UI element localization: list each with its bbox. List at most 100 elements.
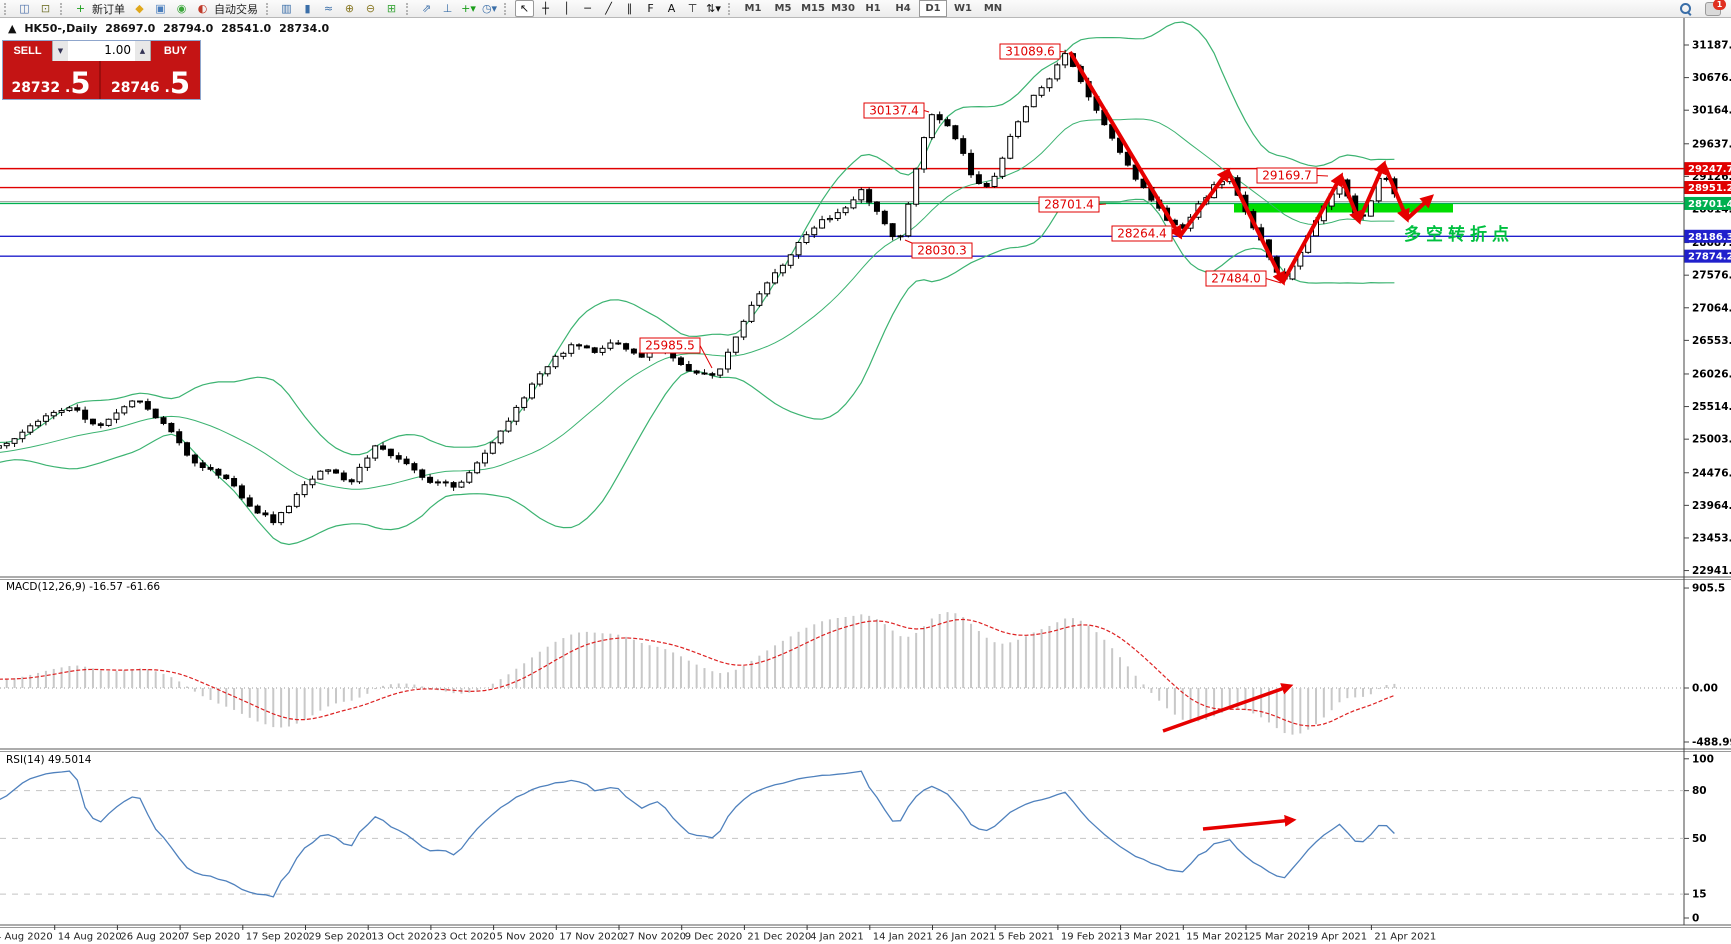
zoom-in-icon[interactable]: ⊕ [344, 2, 355, 15]
svg-text:23453.0: 23453.0 [1692, 532, 1731, 544]
vertical-line-icon[interactable]: │ [563, 2, 570, 15]
expert-advisor-icon[interactable]: ▣ [155, 2, 166, 15]
svg-text:27 Nov 2020: 27 Nov 2020 [622, 932, 686, 943]
svg-text:22941.5: 22941.5 [1692, 565, 1731, 577]
timeframe-d1[interactable]: D1 [919, 0, 947, 17]
macd-trend-arrow[interactable] [1162, 683, 1294, 733]
text-label-icon[interactable]: ⊤ [687, 2, 698, 15]
cursor-icon[interactable]: ↖ [515, 0, 534, 17]
new-chart-icon[interactable]: ◫ [19, 2, 30, 15]
chart-ohlc-header: ▲ HK50-,Daily 28697.0 28794.0 28541.0 28… [8, 22, 333, 35]
turning-point-annotation[interactable]: 多空转折点 [1404, 224, 1514, 244]
timeframe-h4[interactable]: H4 [895, 3, 911, 14]
autotrade-icon-label[interactable]: 自动交易 [214, 2, 258, 16]
toolbar-grip [266, 2, 273, 15]
timeframe-h1[interactable]: H1 [865, 3, 881, 14]
svg-text:25985.5: 25985.5 [645, 339, 695, 353]
bar-chart-icon[interactable]: ▥ [281, 2, 292, 15]
svg-text:17 Sep 2020: 17 Sep 2020 [246, 932, 309, 943]
svg-text:23 Oct 2020: 23 Oct 2020 [434, 932, 496, 943]
autotrade-icon[interactable]: ◐ [197, 2, 208, 15]
volume-value[interactable]: 1.00 [68, 41, 135, 61]
svg-text:25 Mar 2021: 25 Mar 2021 [1249, 932, 1312, 943]
sell-button[interactable]: SELL [3, 41, 52, 61]
buy-button[interactable]: BUY [151, 41, 200, 61]
svg-text:27064.5: 27064.5 [1692, 302, 1731, 314]
horizontal-line-icon[interactable]: ─ [584, 2, 591, 15]
timeframe-m15[interactable]: M15 [801, 3, 825, 14]
svg-text:26 Jan 2021: 26 Jan 2021 [936, 932, 996, 943]
candle-chart-icon[interactable]: ▮ [304, 2, 311, 15]
zigzag-trend-arrows[interactable] [1068, 50, 1435, 286]
add-indicator-icon[interactable]: +▾ [461, 2, 476, 15]
channel-icon[interactable]: ∥ [626, 2, 633, 15]
price-callouts[interactable]: 31089.6 30137.4 29169.7 28701.4 28264.4 28030… [639, 43, 1329, 369]
text-icon[interactable]: A [667, 2, 676, 15]
callout-25985.5[interactable] [639, 337, 701, 354]
svg-text:80: 80 [1692, 785, 1707, 797]
svg-text:21 Apr 2021: 21 Apr 2021 [1374, 932, 1436, 943]
profiles-icon[interactable]: ⊡ [40, 2, 51, 15]
svg-text:21 Dec 2020: 21 Dec 2020 [747, 932, 811, 943]
notifications-icon[interactable]: 1 [1705, 0, 1726, 16]
open-value: 28697.0 [105, 22, 156, 35]
svg-text:4 Jan 2021: 4 Jan 2021 [810, 932, 864, 943]
timeframe-w1[interactable]: W1 [954, 3, 972, 14]
svg-text:27576.0: 27576.0 [1692, 270, 1731, 282]
new-order-icon[interactable]: + [75, 2, 86, 15]
callout-28701.4[interactable] [1038, 196, 1100, 213]
volume-decrease-button[interactable]: ▼ [53, 41, 68, 61]
sell-price-pips: 5 [70, 66, 91, 100]
tile-windows-icon[interactable]: ⊞ [386, 2, 397, 15]
trendline-icon[interactable]: ╱ [605, 2, 612, 15]
svg-text:25514.5: 25514.5 [1692, 401, 1731, 413]
callout-28030.3[interactable] [911, 242, 973, 259]
sell-price-main: 28732 . [11, 80, 71, 96]
svg-text:28701.4: 28701.4 [1044, 198, 1094, 212]
svg-text:5 Nov 2020: 5 Nov 2020 [497, 932, 555, 943]
horizontal-level-lines[interactable] [0, 167, 1684, 257]
crosshair-icon[interactable]: ┼ [542, 2, 549, 15]
svg-text:24476.0: 24476.0 [1692, 467, 1731, 479]
svg-text:3 Mar 2021: 3 Mar 2021 [1124, 932, 1181, 943]
history-center-icon[interactable]: ◆ [135, 2, 144, 15]
svg-text:7 Sep 2020: 7 Sep 2020 [183, 932, 240, 943]
buy-price[interactable]: 28746 .5 [101, 61, 200, 99]
periods-icon[interactable]: ◷▾ [481, 2, 498, 15]
callout-27484.0[interactable] [1205, 270, 1267, 287]
timeframe-m1[interactable]: M1 [744, 3, 762, 14]
zoom-out-icon[interactable]: ⊖ [365, 2, 376, 15]
buy-price-main: 28746 . [110, 80, 170, 96]
line-chart-icon[interactable]: ≈ [323, 2, 334, 15]
svg-text:0.00: 0.00 [1692, 683, 1718, 695]
signals-icon[interactable]: ◉ [176, 2, 187, 15]
rsi-indicator: 100 80 50 15 0 [0, 753, 1714, 925]
callout-31089.6[interactable] [999, 43, 1061, 60]
search-icon[interactable] [1680, 3, 1692, 16]
support-zone-band[interactable] [1234, 204, 1453, 213]
svg-text:19 Feb 2021: 19 Feb 2021 [1061, 932, 1123, 943]
low-value: 28541.0 [221, 22, 272, 35]
callout-29169.7[interactable] [1256, 167, 1318, 184]
rsi-trend-arrow[interactable] [1202, 814, 1297, 831]
indicator-window-icon[interactable]: ⊥ [442, 2, 453, 15]
arrows-icon[interactable]: ⇅▾ [706, 2, 721, 15]
svg-text:26553.0: 26553.0 [1692, 335, 1731, 347]
indicators-icon[interactable]: ⇗ [421, 2, 432, 15]
svg-text:17 Nov 2020: 17 Nov 2020 [559, 932, 623, 943]
symbol-name: HK50-,Daily [24, 22, 98, 35]
collapse-marker[interactable]: ▲ [8, 22, 17, 35]
callout-30137.4[interactable] [863, 102, 925, 119]
timeframe-mn[interactable]: MN [983, 3, 1003, 14]
svg-text:15 Mar 2021: 15 Mar 2021 [1186, 932, 1249, 943]
volume-increase-button[interactable]: ▲ [135, 41, 150, 61]
new-order-icon-label[interactable]: 新订单 [92, 2, 125, 16]
timeframe-m5[interactable]: M5 [774, 3, 792, 14]
svg-text:100: 100 [1692, 753, 1714, 765]
callout-28264.4[interactable] [1111, 225, 1173, 242]
sell-price[interactable]: 28732 .5 [3, 61, 99, 99]
timeframe-m30[interactable]: M30 [831, 3, 855, 14]
svg-text:31089.6: 31089.6 [1005, 45, 1055, 59]
fibonacci-icon[interactable]: F [647, 2, 654, 15]
svg-text:26 Aug 2020: 26 Aug 2020 [120, 932, 184, 943]
